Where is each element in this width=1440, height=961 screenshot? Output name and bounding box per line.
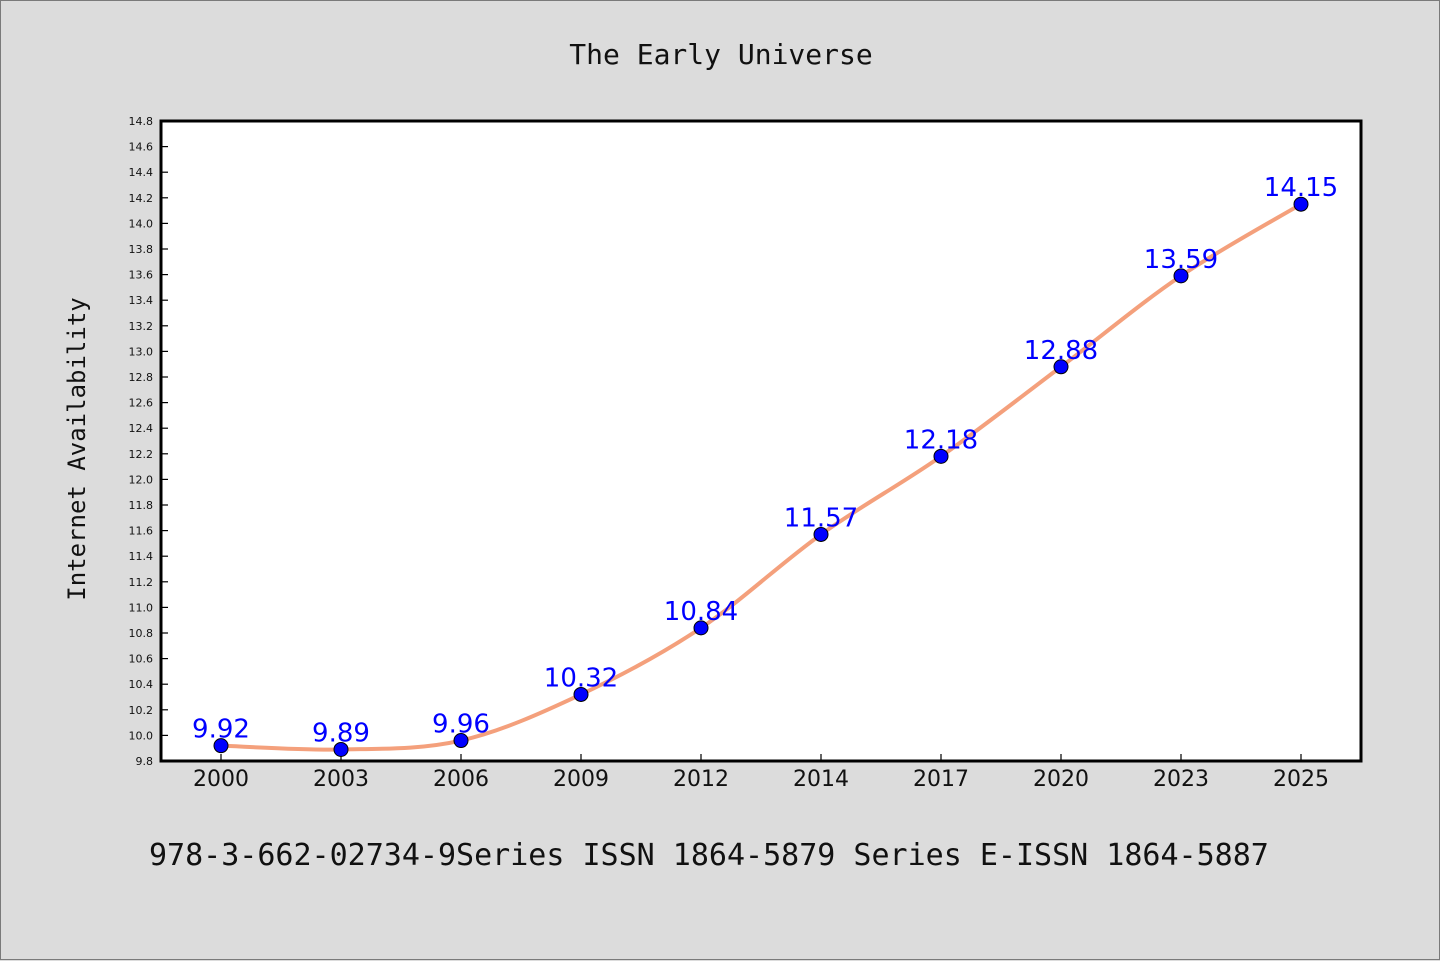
y-tick-label: 11.0 — [129, 601, 154, 614]
y-tick-label: 14.0 — [129, 217, 154, 230]
y-tick-label: 13.8 — [129, 243, 154, 256]
x-tick-label: 2009 — [553, 767, 609, 792]
y-tick-label: 14.4 — [129, 166, 154, 179]
data-label: 9.96 — [432, 710, 490, 740]
y-tick-label: 12.2 — [129, 448, 154, 461]
y-tick-label: 11.6 — [129, 525, 154, 538]
data-labels-layer: 9.92 9.89 9.96 10.32 10.84 11.57 12.18 12.88 13.… — [192, 173, 1338, 748]
x-tick-label: 2006 — [433, 767, 489, 792]
data-point — [573, 686, 589, 702]
y-tick-label: 11.4 — [129, 550, 154, 563]
data-point — [1053, 359, 1069, 375]
y-tick-label: 10.6 — [129, 653, 154, 666]
y-tick-label: 13.6 — [129, 269, 154, 282]
y-tick-label: 12.8 — [129, 371, 154, 384]
y-tick-label: 10.2 — [129, 704, 154, 717]
data-label: 14.15 — [1264, 173, 1338, 203]
data-point — [453, 733, 469, 749]
data-label: 10.32 — [544, 663, 618, 693]
plot-area — [159, 119, 1363, 763]
y-tick-label: 12.6 — [129, 397, 154, 410]
y-tick-label: 11.2 — [129, 576, 154, 589]
data-point — [813, 526, 829, 542]
y-tick-label: 14.6 — [129, 141, 154, 154]
series-layer — [213, 196, 1309, 757]
y-tick-label: 12.0 — [129, 473, 154, 486]
data-label: 13.59 — [1144, 245, 1218, 275]
data-point — [693, 620, 709, 636]
x-tick-label: 2017 — [913, 767, 969, 792]
y-tick-label: 11.8 — [129, 499, 154, 512]
y-tick-label: 14.8 — [129, 115, 154, 128]
data-point — [1293, 196, 1309, 212]
y-axis-ticks: 9.8 10.0 10.2 10.4 10.6 10.8 11.0 11.2 11.4 11.6 1… — [129, 115, 168, 768]
data-label: 9.92 — [192, 715, 250, 745]
y-tick-label: 13.0 — [129, 345, 154, 358]
x-tick-label: 2014 — [793, 767, 849, 792]
y-tick-label: 9.8 — [136, 755, 154, 768]
x-tick-label: 2003 — [313, 767, 369, 792]
y-tick-label: 10.8 — [129, 627, 154, 640]
data-point — [213, 738, 229, 754]
x-tick-label: 2023 — [1153, 767, 1209, 792]
y-axis-label: Internet Availability — [63, 297, 91, 600]
data-label: 12.88 — [1024, 336, 1098, 366]
data-point — [333, 741, 349, 757]
y-tick-label: 13.2 — [129, 320, 154, 333]
x-tick-label: 2025 — [1273, 767, 1329, 792]
x-tick-label: 2000 — [193, 767, 249, 792]
footer-text: 978-3-662-02734-9Series ISSN 1864-5879 S… — [149, 838, 1269, 873]
y-tick-label: 10.4 — [129, 678, 154, 691]
y-tick-label: 10.0 — [129, 729, 154, 742]
x-tick-label: 2012 — [673, 767, 729, 792]
data-point — [1173, 268, 1189, 284]
x-axis-ticks: 2000 2003 2006 2009 2012 2014 2017 2020 2023 2025 — [193, 754, 1329, 792]
data-point — [933, 448, 949, 464]
x-tick-label: 2020 — [1033, 767, 1089, 792]
y-tick-label: 12.4 — [129, 422, 154, 435]
data-label: 12.18 — [904, 425, 978, 455]
chart-title: The Early Universe — [569, 38, 872, 71]
y-tick-label: 13.4 — [129, 294, 154, 307]
series-line — [219, 202, 1303, 752]
data-label: 10.84 — [664, 597, 738, 627]
y-tick-label: 14.2 — [129, 192, 154, 205]
data-label: 9.89 — [312, 718, 370, 748]
data-label: 11.57 — [784, 503, 858, 533]
